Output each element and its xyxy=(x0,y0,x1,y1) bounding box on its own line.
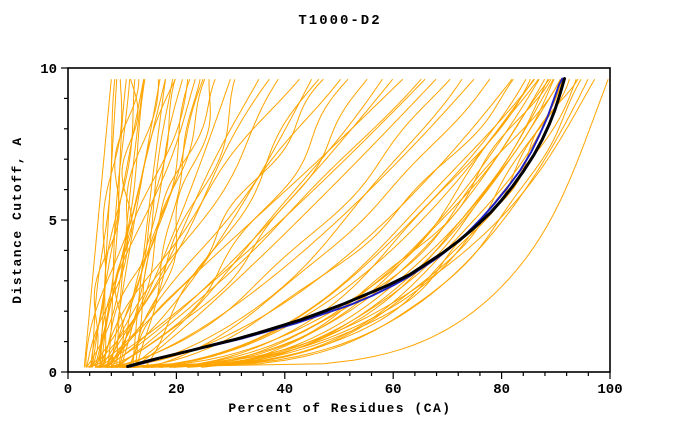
y-tick-label: 5 xyxy=(49,214,57,230)
x-axis-label: Percent of Residues (CA) xyxy=(228,401,452,416)
axis-tick-labels: 0 20 40 60 80 100 0 5 10 xyxy=(40,62,622,398)
x-tick-label: 0 xyxy=(64,382,72,398)
server-model-curves xyxy=(83,78,609,368)
x-tick-label: 20 xyxy=(168,382,185,398)
y-tick-label: 10 xyxy=(40,62,57,78)
axis-ticks xyxy=(61,67,611,379)
chart-title: T1000-D2 xyxy=(298,13,382,29)
x-tick-label: 60 xyxy=(385,382,402,398)
y-axis-label: Distance Cutoff, A xyxy=(10,136,25,304)
highlighted-model-curve xyxy=(126,77,566,368)
x-tick-label: 100 xyxy=(597,382,622,398)
y-tick-label: 0 xyxy=(49,366,57,382)
x-tick-label: 80 xyxy=(493,382,510,398)
x-tick-label: 40 xyxy=(276,382,293,398)
